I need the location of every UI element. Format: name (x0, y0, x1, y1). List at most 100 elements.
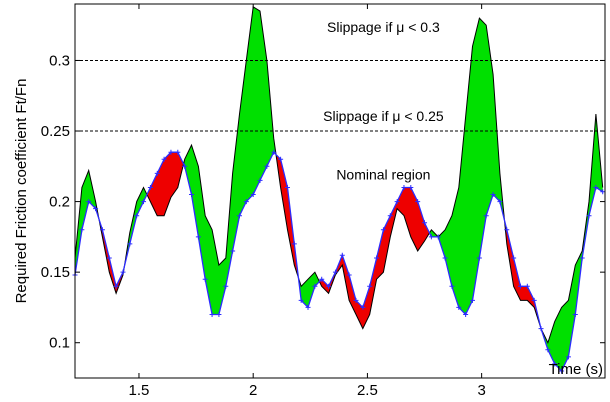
lower-series-marker (565, 354, 571, 360)
deficit-fill-segment (147, 152, 184, 216)
lower-series-marker (127, 241, 133, 247)
lower-series-marker (524, 283, 530, 289)
lower-series-marker (470, 297, 475, 303)
lower-series-marker (435, 234, 441, 240)
lower-series-marker (387, 213, 393, 219)
lower-series-marker (271, 149, 277, 155)
lower-series-marker (319, 276, 325, 282)
lower-series-marker (236, 213, 242, 219)
x-tick-label: 2.5 (357, 382, 378, 399)
lower-series-marker (202, 276, 208, 282)
lower-series-marker (380, 227, 386, 233)
lower-series-marker (175, 149, 181, 155)
y-tick-label: 0.1 (49, 335, 70, 352)
lower-series-marker (415, 199, 421, 205)
lower-series-marker (552, 361, 558, 367)
lower-series-marker (511, 255, 517, 261)
lower-series-marker (422, 220, 428, 226)
lower-series-marker (298, 297, 304, 303)
lower-series-marker (346, 272, 352, 278)
lower-series-marker (216, 311, 222, 317)
lower-series-marker (449, 283, 455, 289)
y-axis-label: Required Friction coefficient Ft/Fn (13, 79, 30, 304)
threshold-layer (75, 59, 605, 132)
x-tick-label: 3 (477, 382, 485, 399)
upper-series-line (74, 5, 604, 345)
marker-layer (72, 149, 606, 374)
lower-series-marker (223, 283, 229, 289)
lower-series-marker (86, 199, 92, 205)
y-tick-label: 0.25 (41, 123, 70, 140)
lower-series-marker (326, 283, 332, 289)
lower-series-marker (401, 184, 407, 190)
lower-series-marker (168, 149, 174, 155)
lower-series-marker (305, 304, 311, 310)
x-tick-label: 1.5 (129, 382, 150, 399)
y-tick-label: 0.15 (41, 264, 70, 281)
lower-series-marker (517, 283, 523, 289)
lower-series-marker (545, 347, 551, 353)
lower-series-marker (291, 241, 297, 247)
lower-series-marker (531, 297, 537, 303)
lower-series-marker (230, 248, 236, 254)
y-tick-label: 0.3 (49, 52, 70, 69)
lower-series-marker (99, 227, 105, 233)
lower-series-marker (141, 199, 147, 205)
nominal-fill-segment (541, 114, 603, 371)
x-tick-label: 2 (249, 382, 257, 399)
lower-series-marker (374, 255, 380, 261)
lower-series-marker (463, 311, 469, 317)
nominal-fill-segment (429, 18, 505, 315)
lower-series-marker (250, 192, 256, 198)
lower-series-marker (538, 326, 544, 332)
lower-series-marker (586, 213, 592, 219)
lower-series-marker (182, 163, 188, 169)
lower-series-marker (360, 304, 366, 310)
nominal-fill-segment (298, 272, 320, 308)
lower-series-marker (483, 213, 489, 219)
lower-series-marker (154, 170, 160, 176)
lower-series-marker (332, 269, 338, 275)
lower-series-marker (93, 206, 99, 212)
lower-series-marker (339, 252, 345, 258)
nominal-fill-segment (75, 170, 99, 275)
lower-series-marker (120, 269, 126, 275)
lower-series-marker (600, 189, 606, 195)
nominal-fill-segment (124, 187, 147, 267)
annot-layer: Slippage if μ < 0.3 Slippage if μ < 0.25 N… (323, 19, 444, 182)
region-annotation: Slippage if μ < 0.3 (327, 19, 440, 35)
axes-box (74, 3, 606, 379)
lower-series-marker (456, 304, 462, 310)
region-annotation: Nominal region (336, 167, 430, 183)
y-tick-label: 0.2 (49, 194, 70, 211)
lower-series-line (74, 151, 604, 373)
lower-series-marker (243, 199, 249, 205)
lower-series-marker (134, 213, 140, 219)
tick-layer: 1.5 2 2.5 3 0.1 0.15 0.2 0.25 0.3 (41, 4, 605, 399)
lower-series-marker (284, 184, 290, 190)
lower-series-marker (278, 156, 284, 162)
deficit-fill-segment (276, 154, 299, 278)
lower-series-marker (209, 311, 215, 317)
lower-series-marker (428, 234, 434, 240)
lower-series-marker (113, 283, 119, 289)
lower-series-marker (353, 297, 359, 303)
lower-series-marker (408, 184, 414, 190)
lower-series-marker (79, 227, 85, 233)
nominal-fill-segment (183, 6, 276, 315)
lower-series-marker (490, 192, 496, 198)
lower-series-marker (189, 192, 195, 198)
lower-series-marker (257, 177, 263, 183)
x-axis-label: Time (s) (549, 361, 603, 378)
deficit-fill-segment (504, 220, 541, 329)
region-annotation: Slippage if μ < 0.25 (323, 108, 444, 124)
lower-series-marker (442, 255, 448, 261)
lower-series-marker (394, 199, 400, 205)
lower-series-marker (106, 255, 112, 261)
lower-series-marker (504, 227, 510, 233)
lower-series-marker (147, 184, 153, 190)
line-layer (74, 5, 604, 373)
lower-series-marker (476, 255, 482, 261)
